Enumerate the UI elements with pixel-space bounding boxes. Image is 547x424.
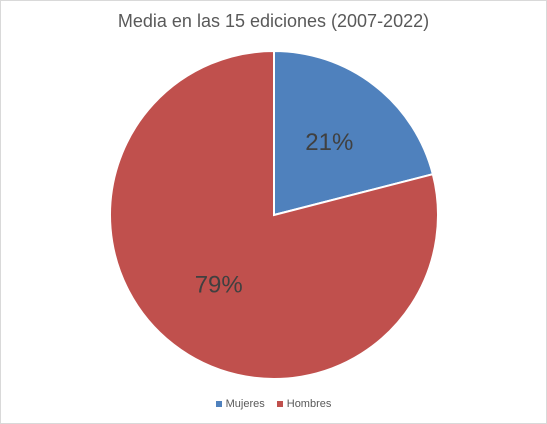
legend-swatch-mujeres xyxy=(215,401,222,407)
legend-label-hombres: Hombres xyxy=(286,398,332,410)
data-label-hombres: 79% xyxy=(195,272,243,299)
pie-slice-hombres xyxy=(109,49,439,380)
chart-title: Media en las 15 ediciones (2007-2022) xyxy=(117,11,430,31)
legend-swatch-hombres xyxy=(276,401,283,407)
legend-item-mujeres: Mujeres xyxy=(215,398,265,410)
pie-slice-mujeres xyxy=(273,49,435,217)
data-label-mujeres: 21% xyxy=(305,129,353,156)
legend-label-mujeres: Mujeres xyxy=(225,398,265,410)
legend-item-hombres: Hombres xyxy=(276,398,332,410)
legend: Mujeres Hombres xyxy=(1,398,546,410)
